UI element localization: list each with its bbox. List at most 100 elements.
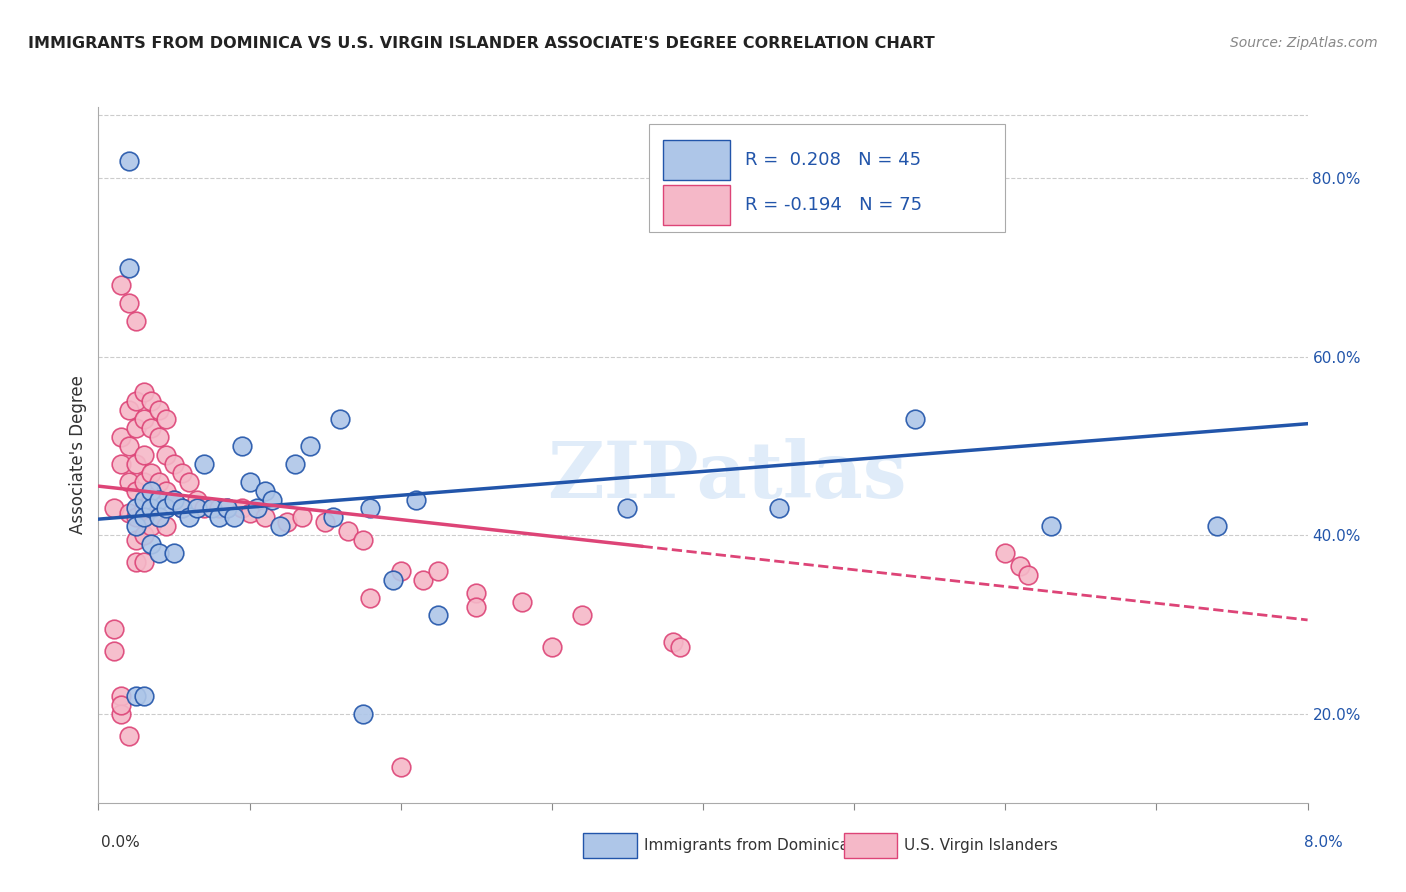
FancyBboxPatch shape [664,140,730,180]
Point [148,430,170,444]
Point [389,760,412,774]
Point [186,501,208,516]
Point [118,260,141,275]
Point [662,635,685,649]
Point [382,573,405,587]
Point [262,492,284,507]
Point [110,698,132,712]
Point [132,385,155,400]
Point [201,501,224,516]
Point [125,394,148,409]
Text: Source: ZipAtlas.com: Source: ZipAtlas.com [1230,36,1378,50]
Point [155,501,177,516]
Point [125,421,148,435]
Point [125,510,148,524]
Point [132,475,155,489]
Point [541,640,564,654]
Point [1206,519,1229,533]
Point [412,573,434,587]
Point [155,483,177,498]
Point [118,729,141,743]
Point [170,466,193,480]
Point [132,492,155,507]
Point [148,492,170,507]
FancyBboxPatch shape [648,124,1005,232]
Text: ZIPatlas: ZIPatlas [547,438,907,514]
Text: IMMIGRANTS FROM DOMINICA VS U.S. VIRGIN ISLANDER ASSOCIATE'S DEGREE CORRELATION : IMMIGRANTS FROM DOMINICA VS U.S. VIRGIN … [28,36,935,51]
Point [125,483,148,498]
Point [155,519,177,533]
Point [110,689,132,703]
Point [103,644,125,658]
Point [179,510,201,524]
Point [215,501,238,516]
Point [253,510,276,524]
Point [322,510,344,524]
Point [125,501,148,516]
Text: R =  0.208   N = 45: R = 0.208 N = 45 [745,151,921,169]
Point [148,475,170,489]
Point [141,501,163,516]
Point [571,608,593,623]
Point [125,457,148,471]
Point [246,501,269,516]
Point [193,501,215,516]
Point [118,439,141,453]
Point [132,510,155,524]
Point [224,510,246,524]
Point [110,706,132,721]
Point [141,519,163,533]
Point [125,519,148,533]
Point [132,501,155,516]
Text: R = -0.194   N = 75: R = -0.194 N = 75 [745,196,922,214]
Point [231,439,253,453]
Point [148,510,170,524]
Point [163,457,186,471]
Point [118,153,141,168]
Point [125,689,148,703]
Point [291,510,314,524]
Point [141,466,163,480]
Point [253,483,276,498]
Text: U.S. Virgin Islanders: U.S. Virgin Islanders [904,838,1057,853]
Point [1010,559,1032,574]
Text: 0.0%: 0.0% [101,836,141,850]
FancyBboxPatch shape [664,185,730,226]
Point [284,457,307,471]
Text: Immigrants from Dominica: Immigrants from Dominica [644,838,849,853]
Point [1017,568,1039,582]
Point [132,448,155,462]
Point [110,430,132,444]
Point [616,501,638,516]
Point [155,448,177,462]
Point [118,506,141,520]
Point [118,475,141,489]
Point [360,591,382,605]
Point [170,501,193,516]
Point [163,546,186,560]
Point [276,515,298,529]
Point [389,564,412,578]
Point [141,492,163,507]
Point [132,555,155,569]
Point [110,457,132,471]
Point [269,519,291,533]
Point [132,412,155,426]
Point [405,492,427,507]
Y-axis label: Associate's Degree: Associate's Degree [69,376,87,534]
Text: 8.0%: 8.0% [1303,836,1343,850]
Point [427,608,450,623]
Point [352,706,374,721]
Point [125,555,148,569]
Point [141,421,163,435]
Point [163,492,186,507]
Point [103,622,125,636]
Point [299,439,322,453]
Point [510,595,533,609]
Point [231,501,253,516]
Point [208,510,231,524]
Point [193,457,215,471]
Point [1039,519,1062,533]
Point [360,501,382,516]
Point [768,501,790,516]
